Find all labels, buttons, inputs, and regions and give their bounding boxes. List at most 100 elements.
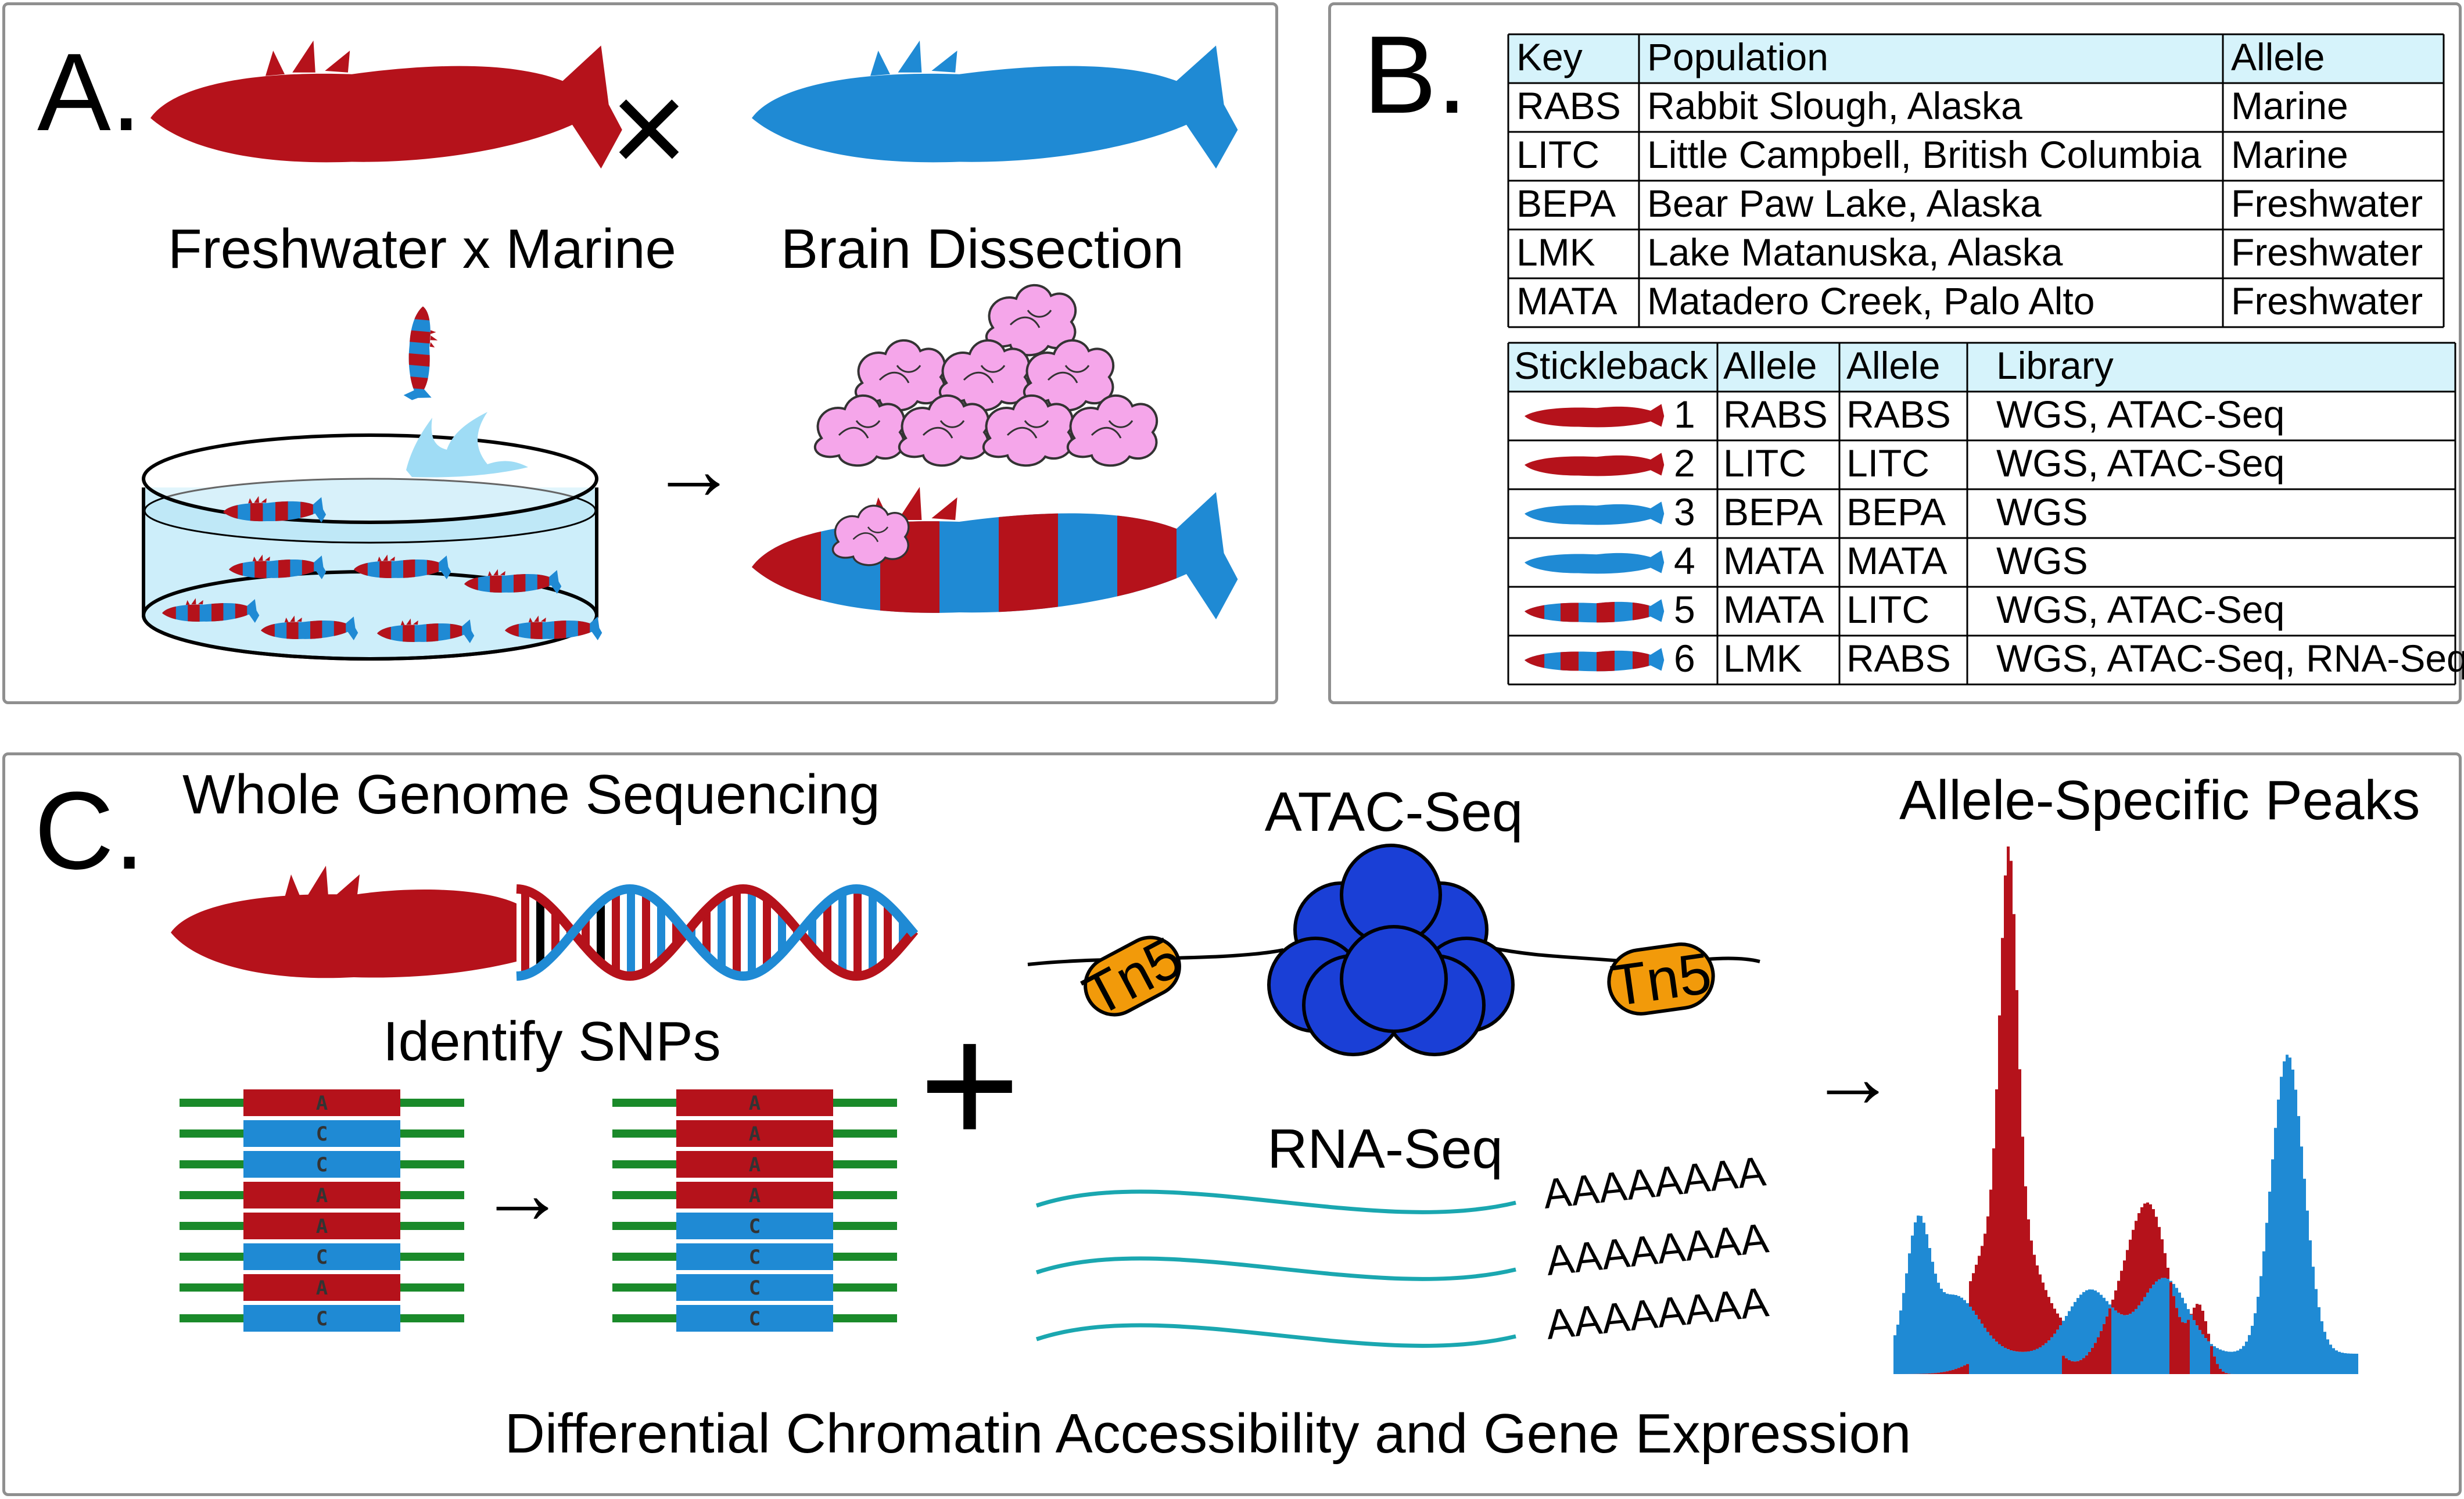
peak-bar bbox=[2007, 1349, 2010, 1374]
stickleback-library: WGS, ATAC-Seq, RNA-Seq bbox=[1996, 637, 2464, 680]
peak-bar bbox=[2143, 1297, 2146, 1374]
peak-bar bbox=[1984, 1233, 1986, 1328]
peak-bar bbox=[2274, 1128, 2277, 1374]
peak-bar bbox=[2114, 1290, 2117, 1311]
peak-bar bbox=[2198, 1330, 2201, 1374]
peak-bar bbox=[2193, 1308, 2196, 1321]
peak-bar bbox=[2033, 1350, 2036, 1374]
peak-bar bbox=[2201, 1311, 2204, 1335]
key-table-cell: LITC bbox=[1516, 133, 1599, 176]
stick-table-header-cell: Stickleback bbox=[1514, 344, 1709, 387]
peak-bar bbox=[2053, 1334, 2056, 1374]
key-table-cell: Rabbit Slough, Alaska bbox=[1647, 84, 2022, 127]
peak-bar bbox=[2126, 1250, 2129, 1315]
peak-bar bbox=[2140, 1207, 2143, 1301]
peak-bar bbox=[2196, 1304, 2198, 1325]
peak-bar bbox=[2027, 1220, 2030, 1351]
key-table-cell: Marine bbox=[2231, 84, 2348, 127]
peak-bar bbox=[2155, 1282, 2158, 1374]
peak-bar bbox=[1896, 1325, 1899, 1374]
stickleback-allele-2: RABS bbox=[1846, 637, 1951, 680]
peak-bar bbox=[2100, 1295, 2103, 1331]
peak-bar bbox=[2181, 1298, 2184, 1322]
peak-bar bbox=[2222, 1350, 2225, 1371]
peak-bar bbox=[2178, 1317, 2181, 1374]
peak-bar bbox=[2114, 1311, 2117, 1374]
hybrid-fish-icon bbox=[752, 482, 1238, 656]
peak-bar bbox=[2140, 1301, 2143, 1374]
peak-bar bbox=[2004, 876, 2007, 1348]
cross-caption: Freshwater x Marine bbox=[168, 218, 676, 280]
tn5-left-icon: Tn5 bbox=[1073, 924, 1192, 1029]
read-base: A bbox=[749, 1123, 761, 1146]
read-base: A bbox=[749, 1092, 761, 1115]
peak-bar bbox=[1917, 1215, 1920, 1374]
peak-bar bbox=[2065, 1358, 2068, 1374]
peak-bar bbox=[2196, 1325, 2198, 1374]
peak-bar bbox=[2158, 1279, 2161, 1374]
peak-bar bbox=[2088, 1289, 2091, 1352]
peak-bar bbox=[2219, 1350, 2222, 1369]
peak-bar bbox=[1931, 1262, 1934, 1374]
peak-bar bbox=[2033, 1255, 2036, 1350]
peak-bar bbox=[2074, 1302, 2076, 1362]
peak-bar bbox=[2065, 1316, 2068, 1358]
peak-bar bbox=[2201, 1335, 2204, 1374]
peak-bar bbox=[1975, 1265, 1978, 1315]
peak-bar bbox=[2210, 1344, 2213, 1346]
read-base: C bbox=[749, 1307, 761, 1331]
atac-title: ATAC-Seq bbox=[1265, 781, 1523, 843]
peak-bar bbox=[2111, 1308, 2114, 1374]
key-table-cell: RABS bbox=[1516, 84, 1621, 127]
allele-peaks-plot bbox=[1893, 847, 2358, 1374]
peak-bar bbox=[2216, 1348, 2219, 1364]
peak-bar bbox=[2268, 1192, 2271, 1374]
peak-bar bbox=[1934, 1373, 1937, 1374]
read-base: C bbox=[749, 1246, 761, 1269]
stickleback-fish-icon bbox=[1525, 453, 1664, 476]
peak-bar bbox=[2204, 1338, 2207, 1374]
peak-bar bbox=[1978, 1256, 1981, 1319]
peak-bar bbox=[2309, 1240, 2312, 1374]
peak-bar bbox=[2271, 1159, 2274, 1374]
rna-transcripts bbox=[1036, 1192, 1516, 1346]
stickleback-fish-icon bbox=[1525, 550, 1664, 573]
peak-bar bbox=[1963, 1300, 1966, 1365]
stickleback-number: 4 bbox=[1674, 539, 1695, 582]
read-base: A bbox=[749, 1184, 761, 1207]
peak-bar bbox=[2024, 1352, 2027, 1374]
panel-c-canvas: C. Whole Genome Sequencing Identify SNPs… bbox=[5, 755, 2464, 1499]
panel-c: C. Whole Genome Sequencing Identify SNPs… bbox=[2, 752, 2462, 1496]
peak-bar bbox=[2103, 1324, 2106, 1374]
peak-bar bbox=[2013, 1351, 2015, 1374]
peak-bar bbox=[2079, 1360, 2082, 1374]
peak-bar bbox=[2106, 1301, 2108, 1316]
peak-bar bbox=[2036, 1349, 2039, 1374]
peak-bar bbox=[2350, 1354, 2352, 1374]
peak-bar bbox=[2167, 1268, 2169, 1279]
peak-bar bbox=[2239, 1349, 2242, 1374]
panel-b-label: B. bbox=[1363, 13, 1468, 137]
peak-bar bbox=[2018, 1069, 2021, 1351]
peak-bar bbox=[1981, 1246, 1984, 1324]
stickleback-allele-2: LITC bbox=[1846, 588, 1929, 631]
stickleback-library: WGS bbox=[1996, 490, 2088, 533]
key-table-cell: MATA bbox=[1516, 279, 1617, 322]
read-base: A bbox=[749, 1153, 761, 1177]
key-table-cell: Freshwater bbox=[2231, 279, 2423, 322]
peak-bar bbox=[2129, 1240, 2132, 1314]
peak-bar bbox=[2248, 1335, 2251, 1374]
peak-bar bbox=[1966, 1303, 1969, 1364]
reads-arrow-icon: → bbox=[479, 1144, 566, 1242]
peak-bar bbox=[2007, 847, 2010, 1349]
peak-bar bbox=[2164, 1278, 2167, 1374]
peak-bar bbox=[2230, 1352, 2233, 1374]
peak-bar bbox=[2323, 1332, 2326, 1374]
peak-bar bbox=[2137, 1213, 2140, 1306]
read-base: C bbox=[316, 1307, 328, 1331]
peak-bar bbox=[1992, 1148, 1995, 1339]
stickleback-number: 2 bbox=[1674, 442, 1695, 485]
peak-bar bbox=[2100, 1331, 2103, 1374]
peak-bar bbox=[2210, 1346, 2213, 1374]
